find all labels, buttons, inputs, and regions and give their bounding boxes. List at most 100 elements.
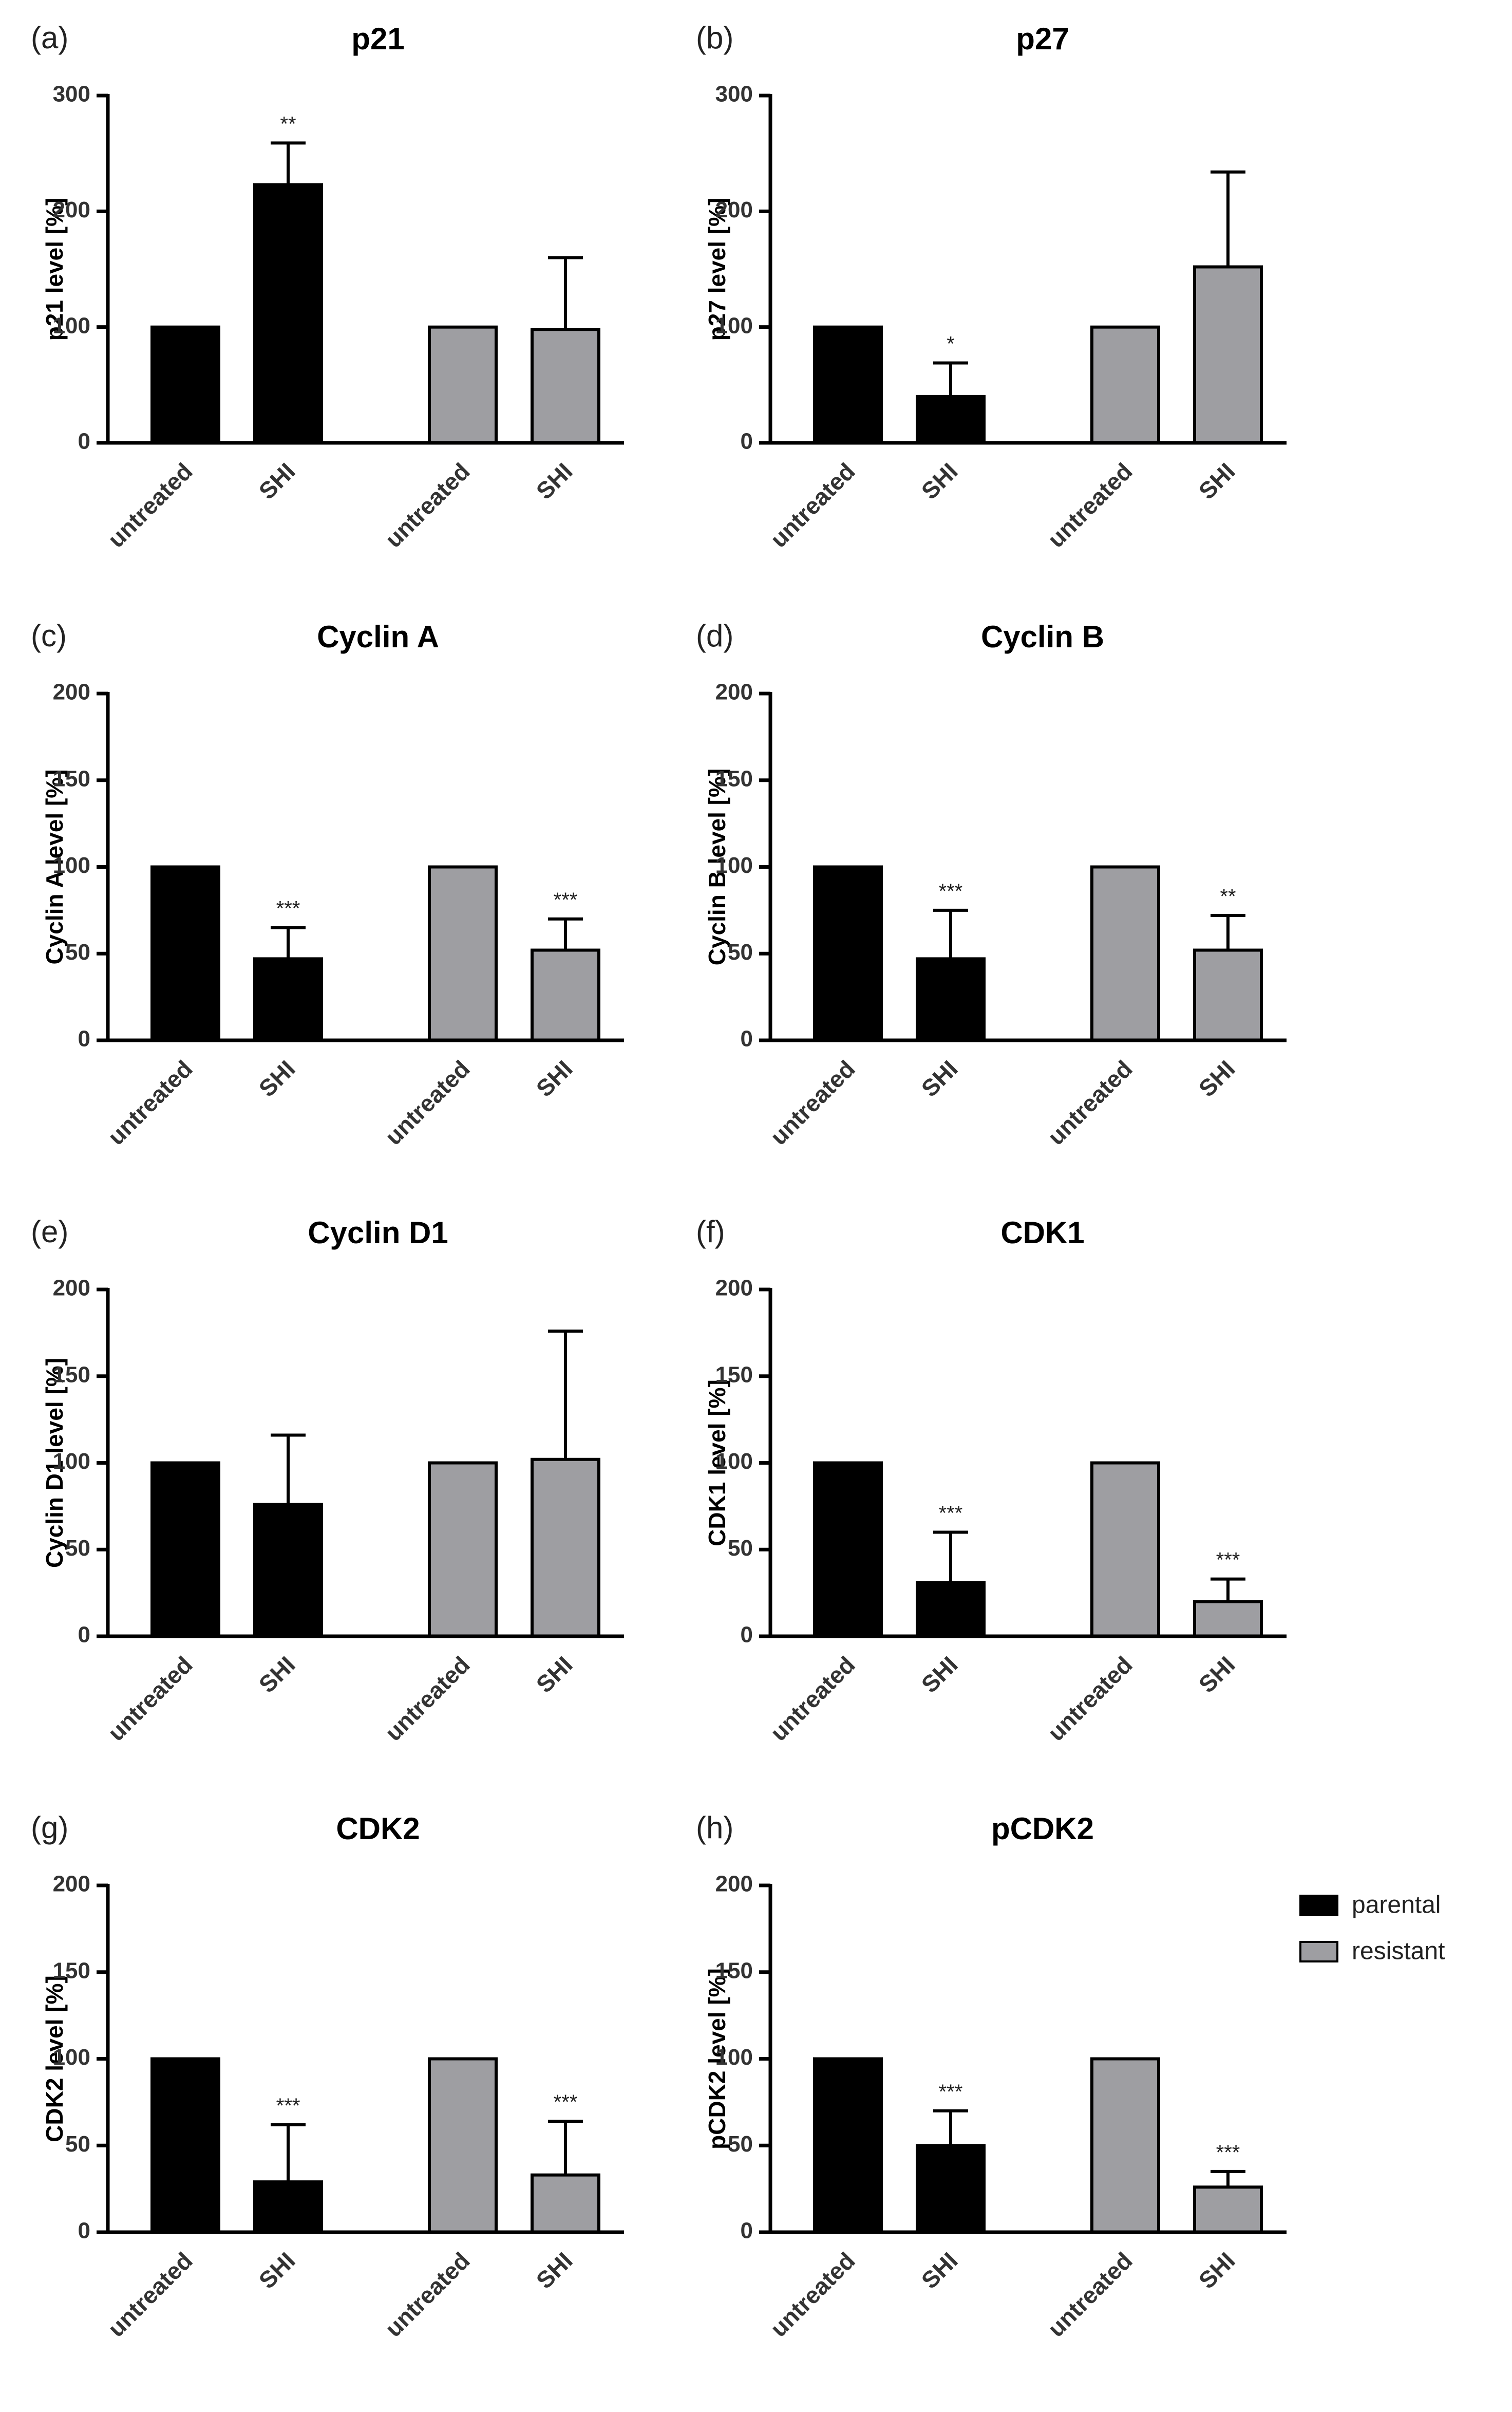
chart-a-significance-2: ** xyxy=(280,113,296,135)
chart-e-bar-1 xyxy=(150,1461,220,1638)
chart-d-ytick-label-4: 150 xyxy=(715,766,753,791)
chart-f-ylabel: CDK1 level [%] xyxy=(704,1379,730,1546)
chart-a-ytick-label-2: 100 xyxy=(53,313,90,338)
chart-h-xtick-label-4: SHI xyxy=(1194,2247,1240,2294)
chart-a-ylabel: p21 level [%] xyxy=(41,198,68,341)
chart-e-ylabel: Cyclin D1 level [%] xyxy=(41,1358,68,1568)
chart-h-title: pCDK2 xyxy=(991,1811,1094,1846)
chart-h-xtick-label-3: untreated xyxy=(1043,2247,1138,2342)
chart-h-ylabel: pCDK2 level [%] xyxy=(704,1968,730,2149)
chart-f-significance-4: *** xyxy=(1216,1549,1240,1572)
chart-d-significance-2: *** xyxy=(939,880,963,903)
chart-f-bar-1 xyxy=(813,1461,883,1638)
legend-swatch-parental xyxy=(1299,1895,1338,1916)
chart-a-bar-4 xyxy=(531,328,600,444)
chart-b-bar-2 xyxy=(916,395,986,444)
chart-h-bar-1 xyxy=(813,2057,883,2234)
chart-d-bar-4 xyxy=(1193,948,1263,1042)
chart-h-ytick-label-4: 150 xyxy=(715,1958,753,1983)
chart-g-bar-1 xyxy=(150,2057,220,2234)
chart-f-bar-2 xyxy=(916,1581,986,1638)
chart-a-ytick-label-1: 0 xyxy=(78,429,90,454)
chart-a-panel-label: (a) xyxy=(31,21,68,55)
chart-d-title: Cyclin B xyxy=(981,620,1104,654)
chart-a-xtick-label-4: SHI xyxy=(531,458,578,504)
chart-f-ytick-label-5: 200 xyxy=(715,1276,753,1301)
chart-b-xtick-label-3: untreated xyxy=(1043,458,1138,553)
chart-c-ytick-label-4: 150 xyxy=(53,766,90,791)
chart-g-significance-2: *** xyxy=(276,2095,300,2117)
chart-e: (e) Cyclin D1 Cyclin D1 level [%] untreated… xyxy=(31,1214,624,1746)
chart-g-ylabel: CDK2 level [%] xyxy=(41,1975,68,2142)
chart-g: (g) CDK2 CDK2 level [%] untreated *** SHI untr… xyxy=(31,1810,624,2342)
chart-a-xtick-label-3: untreated xyxy=(380,458,475,553)
legend-swatch-resistant xyxy=(1299,1941,1338,1962)
chart-b-bar-4 xyxy=(1193,265,1263,444)
chart-f-panel-label: (f) xyxy=(696,1214,725,1249)
chart-g-bar-3 xyxy=(428,2057,498,2234)
chart-f-significance-2: *** xyxy=(939,1502,963,1525)
chart-g-ytick-label-2: 50 xyxy=(65,2131,90,2157)
chart-c-panel-label: (c) xyxy=(31,619,67,653)
chart-c-bar-2 xyxy=(253,957,323,1042)
chart-g-ytick-label-3: 100 xyxy=(53,2045,90,2070)
chart-g-title: CDK2 xyxy=(336,1811,420,1846)
chart-c-bar-4 xyxy=(531,948,600,1042)
chart-b-panel-label: (b) xyxy=(696,21,733,55)
chart-f-ytick-label-4: 150 xyxy=(715,1362,753,1387)
chart-d-bar-2 xyxy=(916,957,986,1042)
chart-e-xtick-label-4: SHI xyxy=(531,1651,578,1698)
chart-b-title: p27 xyxy=(1016,22,1069,56)
chart-d-xtick-label-3: untreated xyxy=(1043,1055,1138,1150)
chart-f-ytick-label-1: 0 xyxy=(741,1622,753,1648)
chart-d-xtick-label-1: untreated xyxy=(765,1055,860,1150)
chart-d-significance-4: ** xyxy=(1220,885,1236,908)
chart-b-ytick-label-1: 0 xyxy=(741,429,753,454)
chart-a-xtick-label-2: SHI xyxy=(254,458,300,504)
chart-g-ytick-label-4: 150 xyxy=(53,1958,90,1983)
chart-a-bar-2 xyxy=(253,183,323,444)
chart-d-ytick-label-2: 50 xyxy=(728,940,753,965)
chart-d-ylabel: Cyclin B level [%] xyxy=(704,769,730,965)
chart-f-xtick-label-4: SHI xyxy=(1194,1651,1240,1698)
chart-d-panel-label: (d) xyxy=(696,619,733,653)
chart-f-xtick-label-1: untreated xyxy=(765,1651,860,1746)
chart-f-bar-4 xyxy=(1193,1600,1263,1638)
chart-a-bar-1 xyxy=(150,325,220,445)
chart-d: (d) Cyclin B Cyclin B level [%] untreated **… xyxy=(696,619,1287,1150)
chart-c-xtick-label-3: untreated xyxy=(380,1055,475,1150)
chart-d-bar-3 xyxy=(1090,865,1160,1042)
chart-c-title: Cyclin A xyxy=(317,620,439,654)
chart-b-xtick-label-4: SHI xyxy=(1194,458,1240,504)
chart-b-bar-3 xyxy=(1090,325,1160,445)
chart-g-panel-label: (g) xyxy=(31,1810,68,1845)
chart-e-ytick-label-5: 200 xyxy=(53,1276,90,1301)
chart-e-ytick-label-4: 150 xyxy=(53,1362,90,1387)
chart-a-bar-3 xyxy=(428,325,498,445)
chart-e-ytick-label-3: 100 xyxy=(53,1449,90,1474)
chart-h: (h) pCDK2 pCDK2 level [%] untreated *** SHI un… xyxy=(696,1810,1287,2342)
chart-b: (b) p27 p27 level [%] untreated * SHI untreate… xyxy=(696,21,1287,553)
chart-b-ytick-label-2: 100 xyxy=(715,313,753,338)
chart-g-xtick-label-2: SHI xyxy=(254,2247,300,2294)
chart-b-bar-1 xyxy=(813,325,883,445)
chart-f: (f) CDK1 CDK1 level [%] untreated *** SHI untr… xyxy=(696,1214,1287,1746)
chart-a-xtick-label-1: untreated xyxy=(103,458,198,553)
legend-label-resistant: resistant xyxy=(1352,1938,1445,1965)
chart-g-ytick-label-5: 200 xyxy=(53,1872,90,1897)
chart-b-ytick-label-4: 300 xyxy=(715,82,753,107)
chart-h-xtick-label-1: untreated xyxy=(765,2247,860,2342)
chart-c-xtick-label-1: untreated xyxy=(103,1055,198,1150)
chart-g-significance-4: *** xyxy=(554,2091,578,2114)
chart-c-ytick-label-2: 50 xyxy=(65,940,90,965)
chart-e-xtick-label-3: untreated xyxy=(380,1651,475,1746)
chart-e-ytick-label-2: 50 xyxy=(65,1536,90,1561)
chart-g-ytick-label-1: 0 xyxy=(78,2218,90,2243)
chart-h-significance-4: *** xyxy=(1216,2141,1240,2164)
chart-d-ytick-label-1: 0 xyxy=(741,1026,753,1052)
chart-c-significance-4: *** xyxy=(554,889,578,911)
chart-e-xtick-label-1: untreated xyxy=(103,1651,198,1746)
chart-c-bar-1 xyxy=(150,865,220,1042)
legend: parental resistant xyxy=(1299,1892,1445,1965)
